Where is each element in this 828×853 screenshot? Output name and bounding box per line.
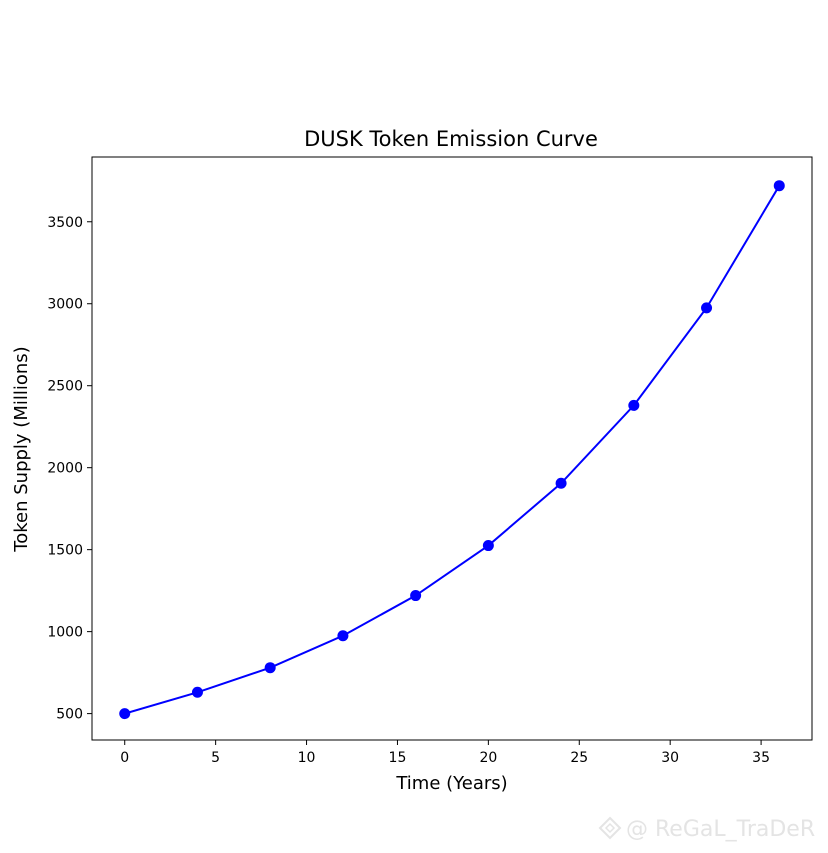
data-point: [555, 477, 567, 489]
y-tick-label: 1500: [47, 543, 83, 559]
x-tick-label: 35: [752, 750, 770, 766]
data-point: [264, 662, 276, 674]
watermark: @ ReGaL_TraDeR: [598, 816, 815, 842]
x-tick-label: 10: [298, 750, 316, 766]
x-axis-label: Time (Years): [395, 773, 507, 794]
x-tick-label: 15: [389, 750, 407, 766]
y-tick-label: 2500: [47, 379, 83, 395]
diamond-logo-icon: [598, 816, 622, 840]
data-point: [773, 180, 785, 192]
data-point: [410, 590, 422, 602]
data-point: [191, 686, 203, 698]
x-tick-label: 5: [211, 750, 220, 766]
chart-title: DUSK Token Emission Curve: [304, 127, 598, 151]
data-point: [337, 630, 349, 642]
y-tick-label: 3000: [47, 297, 83, 313]
x-tick-label: 30: [661, 750, 679, 766]
x-tick-label: 25: [570, 750, 588, 766]
x-tick-label: 20: [479, 750, 497, 766]
y-tick-label: 3500: [47, 215, 83, 231]
y-tick-label: 2000: [47, 461, 83, 477]
watermark-text: @ ReGaL_TraDeR: [626, 817, 815, 842]
y-axis-label: Token Supply (Millions): [11, 346, 32, 552]
data-point: [482, 540, 494, 552]
y-tick-label: 500: [56, 707, 83, 723]
x-axis-ticks: 0 5 10 15 20 25 30 35: [120, 740, 770, 766]
series-layer: [119, 180, 785, 720]
plot-frame: [91, 156, 813, 741]
data-point: [701, 302, 713, 314]
y-axis-ticks: 500 1000 1500 2000 2500 3000 3500: [47, 215, 92, 723]
data-point: [119, 708, 131, 720]
y-tick-label: 1000: [47, 625, 83, 641]
x-tick-label: 0: [120, 750, 129, 766]
series-line: [124, 185, 781, 715]
data-point: [628, 399, 640, 411]
